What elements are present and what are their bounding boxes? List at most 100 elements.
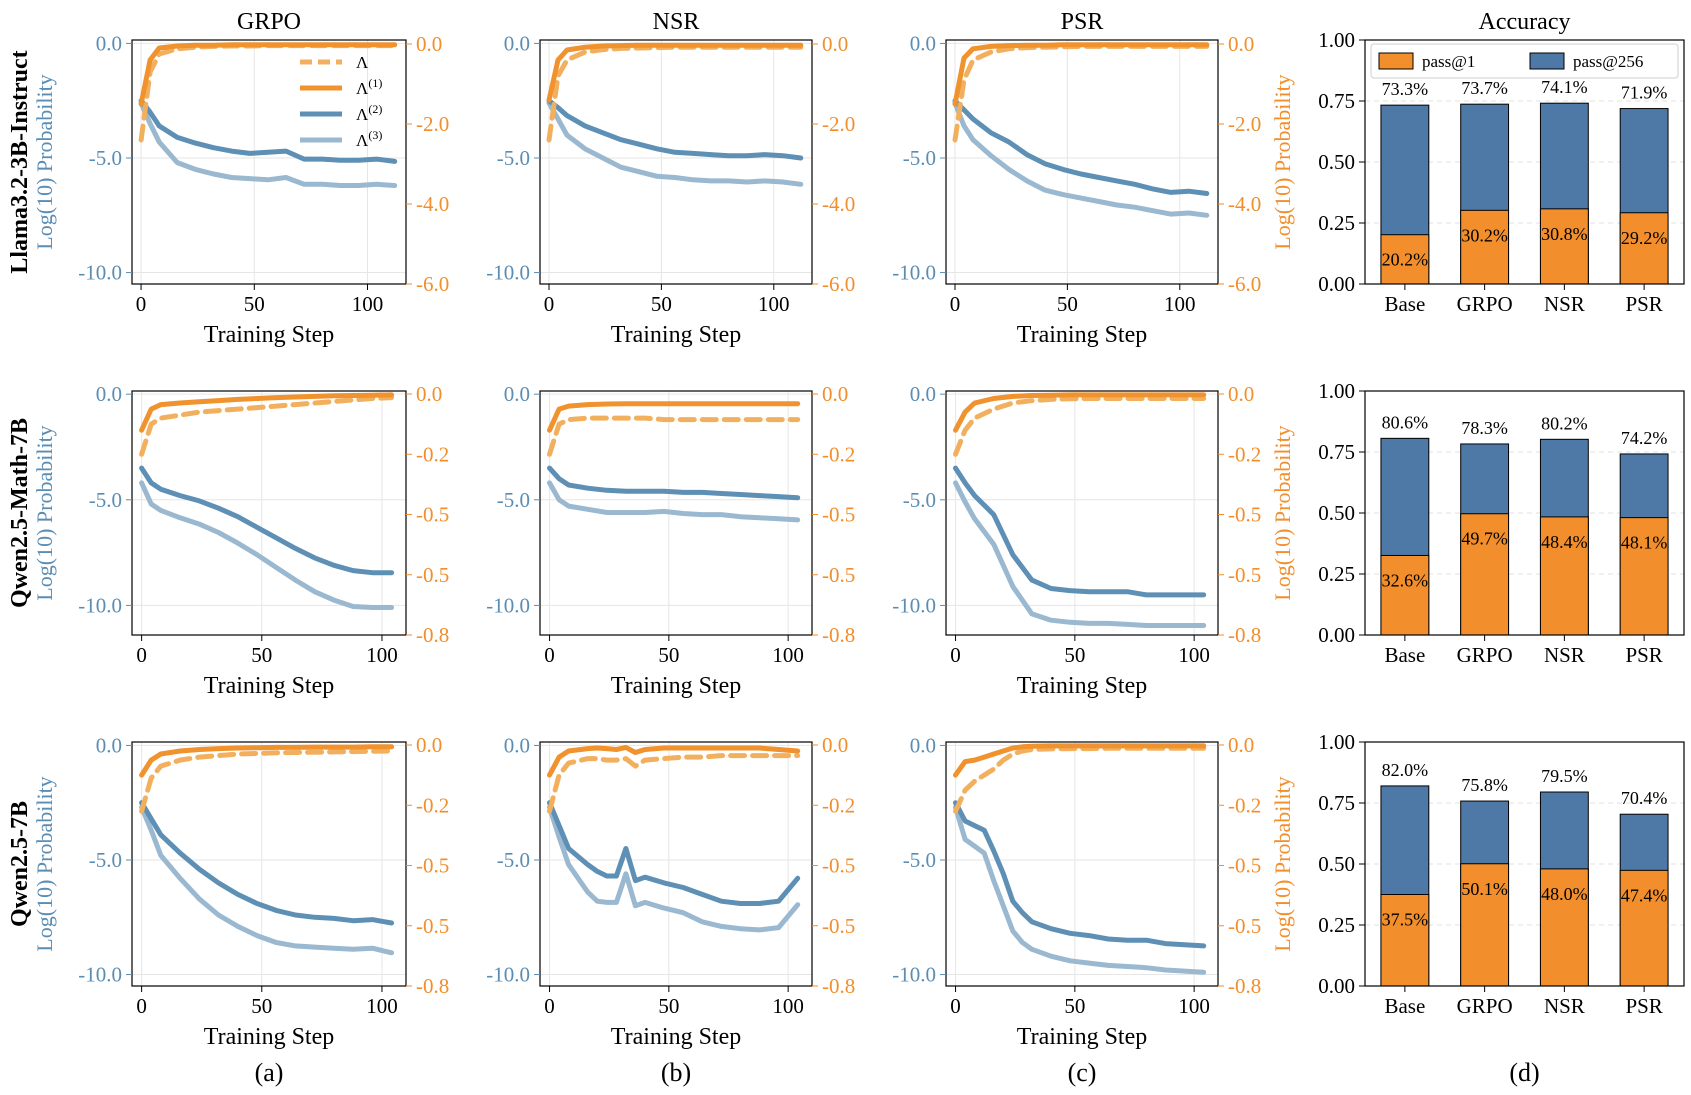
x-tick-label: 50 — [651, 292, 672, 316]
x-axis-label: Training Step — [204, 1024, 334, 1050]
y-tick-label-right: -6.0 — [822, 272, 855, 296]
y-axis-label-right: Log(10) Probability — [1270, 776, 1295, 951]
y-tick-label-right: -0.2 — [416, 793, 449, 817]
bar-panel-r0: 73.3% 20.2% Base 73.7% 30.2% GRPO 74.1% 30.8% NS… — [1318, 9, 1685, 316]
x-tick-label: 0 — [136, 643, 147, 667]
x-tick-label: 50 — [1064, 643, 1085, 667]
y-tick-label: 0.50 — [1318, 501, 1355, 525]
data-label-pass256: 82.0% — [1382, 760, 1429, 780]
axes-frame — [945, 39, 1219, 285]
row-title: Qwen2.5-Math-7B — [7, 418, 33, 608]
series-line-lambda2 — [547, 465, 801, 501]
series-line-lambda2 — [953, 800, 1207, 949]
y-tick-label-right: -4.0 — [822, 192, 855, 216]
x-tick-label: 100 — [366, 994, 398, 1018]
y-tick-label-right: -6.0 — [416, 272, 449, 296]
data-label-pass1: 29.2% — [1621, 228, 1668, 248]
y-axis-label-left: Log(10) Probability — [32, 425, 57, 600]
y-tick-label: 0.25 — [1318, 211, 1355, 235]
y-tick-label-left: -10.0 — [78, 261, 122, 285]
y-tick-label-right: -0.5 — [1228, 503, 1261, 527]
axes-frame — [539, 390, 813, 636]
series-line-lambda1 — [547, 401, 801, 433]
y-tick-label-left: -10.0 — [78, 963, 122, 987]
data-label-pass1: 48.1% — [1621, 533, 1668, 553]
category-label: GRPO — [1457, 292, 1513, 316]
data-label-pass1: 50.1% — [1461, 879, 1508, 899]
y-tick-label-right: -0.5 — [822, 563, 855, 587]
y-tick-label-right: 0.0 — [822, 733, 848, 757]
series-line-lambda2 — [139, 800, 395, 926]
category-label: NSR — [1544, 292, 1585, 316]
y-tick-label-right: -0.5 — [822, 503, 855, 527]
axes-frame — [131, 39, 407, 285]
y-tick-label-right: -4.0 — [416, 192, 449, 216]
x-tick-label: 100 — [352, 292, 384, 316]
x-axis-label: Training Step — [1017, 1024, 1147, 1050]
data-label-pass256: 73.7% — [1461, 78, 1508, 98]
series-line-lambda3 — [138, 100, 398, 188]
x-tick-label: 50 — [244, 292, 265, 316]
x-tick-label: 100 — [772, 643, 804, 667]
series-line-lambda2 — [952, 98, 1210, 196]
y-axis-label-left: Log(10) Probability — [32, 776, 57, 951]
panel-label: (a) — [255, 1058, 284, 1087]
x-tick-label: 0 — [950, 643, 961, 667]
series-line-lambda2 — [953, 465, 1207, 598]
x-axis-label: Training Step — [204, 673, 334, 699]
series-line-lambda — [139, 748, 395, 814]
data-label-pass256: 74.1% — [1541, 77, 1588, 97]
axes-frame — [945, 390, 1219, 636]
y-tick-label-left: -5.0 — [497, 848, 530, 872]
y-tick-label-right: -0.8 — [416, 974, 449, 998]
series-line-lambda — [952, 43, 1210, 143]
panel-r2-c0: 0 50 100 0.0 -5.0 -10.0 0.0 -0.2 -0.5 -0.5 -0.8 Tra… — [7, 733, 449, 1050]
axes-frame — [945, 741, 1219, 987]
bar-pass1 — [1539, 868, 1589, 987]
category-label: PSR — [1625, 994, 1662, 1018]
data-label-pass256: 78.3% — [1461, 418, 1508, 438]
panel-label: (d) — [1509, 1058, 1539, 1087]
data-label-pass1: 20.2% — [1382, 250, 1429, 270]
category-label: Base — [1384, 643, 1425, 667]
series-line-lambda1 — [139, 744, 395, 778]
y-tick-label: 0.75 — [1318, 440, 1355, 464]
legend-label-pass256: pass@256 — [1573, 52, 1643, 71]
y-tick-label-right: -0.5 — [822, 914, 855, 938]
y-tick-label-left: 0.0 — [96, 382, 122, 406]
category-label: GRPO — [1457, 643, 1513, 667]
x-axis-label: Training Step — [611, 673, 741, 699]
series-line-lambda3 — [546, 100, 804, 187]
data-label-pass1: 47.4% — [1621, 885, 1668, 905]
y-tick-label-right: -0.5 — [416, 563, 449, 587]
data-label-pass1: 32.6% — [1382, 570, 1429, 590]
y-tick-label-right: -0.2 — [416, 442, 449, 466]
series-line-lambda3 — [953, 804, 1207, 975]
series-line-lambda — [139, 395, 395, 457]
series-line-lambda1 — [952, 42, 1210, 107]
series-line-lambda1 — [138, 42, 398, 107]
bar-legend: pass@1 pass@256 — [1370, 43, 1679, 79]
category-label: NSR — [1544, 994, 1585, 1018]
data-label-pass256: 79.5% — [1541, 766, 1588, 786]
row-title: Llama3.2-3B-Instruct — [7, 50, 33, 273]
x-tick-label: 100 — [1178, 643, 1210, 667]
y-tick-label-right: -0.8 — [822, 623, 855, 647]
y-tick-label-right: 0.0 — [416, 733, 442, 757]
data-label-pass256: 71.9% — [1621, 83, 1668, 103]
y-tick-label: 1.00 — [1318, 379, 1355, 403]
y-tick-label-right: -0.8 — [416, 623, 449, 647]
panel-r2-c1: 0 50 100 0.0 -5.0 -10.0 0.0 -0.2 -0.5 -0.5 -0.8 Tra… — [486, 733, 855, 1050]
y-tick-label-right: -0.8 — [822, 974, 855, 998]
y-tick-label-right: 0.0 — [416, 382, 442, 406]
legend-label-lambda3: Λ(3) — [356, 128, 382, 150]
bar-pass1 — [1619, 517, 1669, 636]
series-line-lambda3 — [139, 480, 395, 610]
series-line-lambda2 — [138, 98, 398, 164]
y-tick-label-right: 0.0 — [822, 382, 848, 406]
series-line-lambda2 — [546, 98, 804, 161]
y-tick-label: 0.25 — [1318, 562, 1355, 586]
x-tick-label: 0 — [950, 292, 961, 316]
series-line-lambda3 — [547, 480, 801, 523]
y-tick-label-right: -0.8 — [1228, 974, 1261, 998]
